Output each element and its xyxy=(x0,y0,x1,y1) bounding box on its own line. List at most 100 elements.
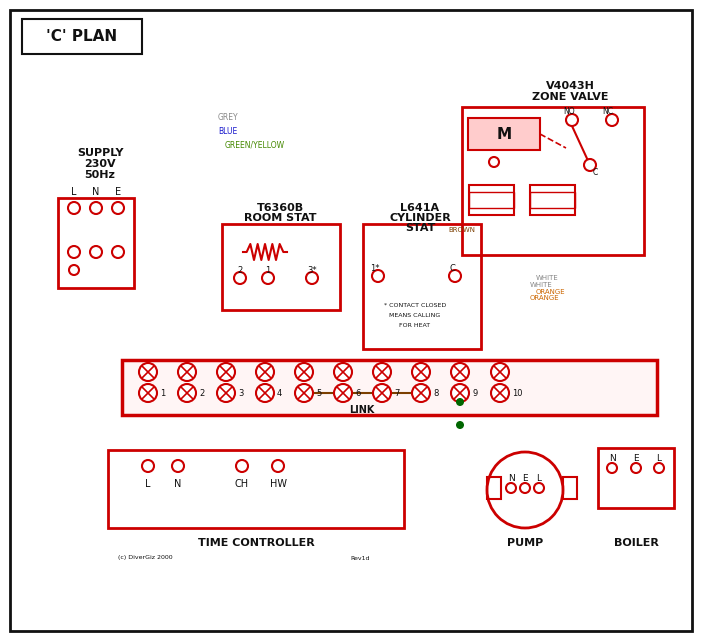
Text: WHITE: WHITE xyxy=(530,282,552,288)
Circle shape xyxy=(112,246,124,258)
Text: ORANGE: ORANGE xyxy=(530,295,559,301)
Bar xyxy=(468,118,540,150)
Text: 7: 7 xyxy=(394,388,399,397)
Text: E: E xyxy=(115,187,121,197)
Text: TIME CONTROLLER: TIME CONTROLLER xyxy=(198,538,314,548)
Text: C: C xyxy=(592,167,597,176)
Text: STAT: STAT xyxy=(405,223,435,233)
Circle shape xyxy=(217,363,235,381)
Text: ROOM STAT: ROOM STAT xyxy=(244,213,316,223)
Circle shape xyxy=(489,157,499,167)
Text: 5: 5 xyxy=(316,388,322,397)
Circle shape xyxy=(491,363,509,381)
Circle shape xyxy=(520,483,530,493)
Text: BLUE: BLUE xyxy=(218,126,237,135)
Text: 50Hz: 50Hz xyxy=(84,170,115,180)
Circle shape xyxy=(69,265,79,275)
Circle shape xyxy=(654,463,664,473)
Text: L: L xyxy=(71,187,77,197)
Text: N: N xyxy=(609,453,616,463)
Text: 6: 6 xyxy=(355,388,360,397)
Text: 9: 9 xyxy=(472,388,477,397)
Circle shape xyxy=(90,202,102,214)
Circle shape xyxy=(142,460,154,472)
Circle shape xyxy=(236,460,248,472)
Bar xyxy=(563,477,577,499)
Circle shape xyxy=(456,421,464,429)
Text: L: L xyxy=(536,474,541,483)
Bar xyxy=(469,192,514,208)
Circle shape xyxy=(607,463,617,473)
Bar xyxy=(462,107,644,255)
Circle shape xyxy=(295,384,313,402)
Circle shape xyxy=(372,270,384,282)
Text: PUMP: PUMP xyxy=(507,538,543,548)
Circle shape xyxy=(373,384,391,402)
Circle shape xyxy=(256,384,274,402)
Circle shape xyxy=(178,384,196,402)
Bar xyxy=(469,185,514,215)
Circle shape xyxy=(112,202,124,214)
Text: CYLINDER: CYLINDER xyxy=(389,213,451,223)
Circle shape xyxy=(487,452,563,528)
Circle shape xyxy=(90,246,102,258)
Text: NC: NC xyxy=(602,106,614,115)
Bar xyxy=(58,198,134,288)
Bar xyxy=(22,19,142,54)
Circle shape xyxy=(262,272,274,284)
Text: N: N xyxy=(92,187,100,197)
Text: L641A: L641A xyxy=(400,203,439,213)
Circle shape xyxy=(139,363,157,381)
Circle shape xyxy=(606,114,618,126)
Bar xyxy=(487,477,501,499)
Circle shape xyxy=(295,363,313,381)
Circle shape xyxy=(534,483,544,493)
Circle shape xyxy=(139,384,157,402)
Text: V4043H: V4043H xyxy=(545,81,595,91)
Circle shape xyxy=(456,398,464,406)
Circle shape xyxy=(256,363,274,381)
Text: ZONE VALVE: ZONE VALVE xyxy=(531,92,608,102)
Text: Rev1d: Rev1d xyxy=(350,556,370,560)
Circle shape xyxy=(178,363,196,381)
Circle shape xyxy=(506,483,516,493)
Bar xyxy=(598,448,674,508)
Circle shape xyxy=(451,384,469,402)
Text: FOR HEAT: FOR HEAT xyxy=(399,322,430,328)
Circle shape xyxy=(451,363,469,381)
Text: 2: 2 xyxy=(199,388,204,397)
Text: L: L xyxy=(145,479,151,489)
Text: GREY: GREY xyxy=(218,113,239,122)
Text: 1*: 1* xyxy=(370,263,380,272)
Circle shape xyxy=(306,272,318,284)
Text: GREEN/YELLOW: GREEN/YELLOW xyxy=(225,140,285,149)
Text: N: N xyxy=(174,479,182,489)
Text: C: C xyxy=(449,263,455,272)
Bar xyxy=(363,224,481,349)
Circle shape xyxy=(334,384,352,402)
Text: BROWN: BROWN xyxy=(449,227,475,233)
Text: 3: 3 xyxy=(238,388,244,397)
Circle shape xyxy=(68,202,80,214)
Bar xyxy=(530,185,575,215)
Text: MEANS CALLING: MEANS CALLING xyxy=(390,313,441,317)
Circle shape xyxy=(234,272,246,284)
Text: 3*: 3* xyxy=(307,265,317,274)
Text: SUPPLY: SUPPLY xyxy=(77,148,124,158)
Circle shape xyxy=(172,460,184,472)
Text: E: E xyxy=(633,453,639,463)
Bar xyxy=(122,360,657,415)
Text: N: N xyxy=(508,474,515,483)
Text: 4: 4 xyxy=(277,388,282,397)
Bar xyxy=(222,224,340,310)
Text: T6360B: T6360B xyxy=(256,203,303,213)
Text: * CONTACT CLOSED: * CONTACT CLOSED xyxy=(384,303,446,308)
Circle shape xyxy=(449,270,461,282)
Circle shape xyxy=(334,363,352,381)
Text: 'C' PLAN: 'C' PLAN xyxy=(46,28,117,44)
Circle shape xyxy=(631,463,641,473)
Text: 230V: 230V xyxy=(84,159,116,169)
Bar xyxy=(108,450,404,528)
Text: BOILER: BOILER xyxy=(614,538,658,548)
Circle shape xyxy=(412,363,430,381)
